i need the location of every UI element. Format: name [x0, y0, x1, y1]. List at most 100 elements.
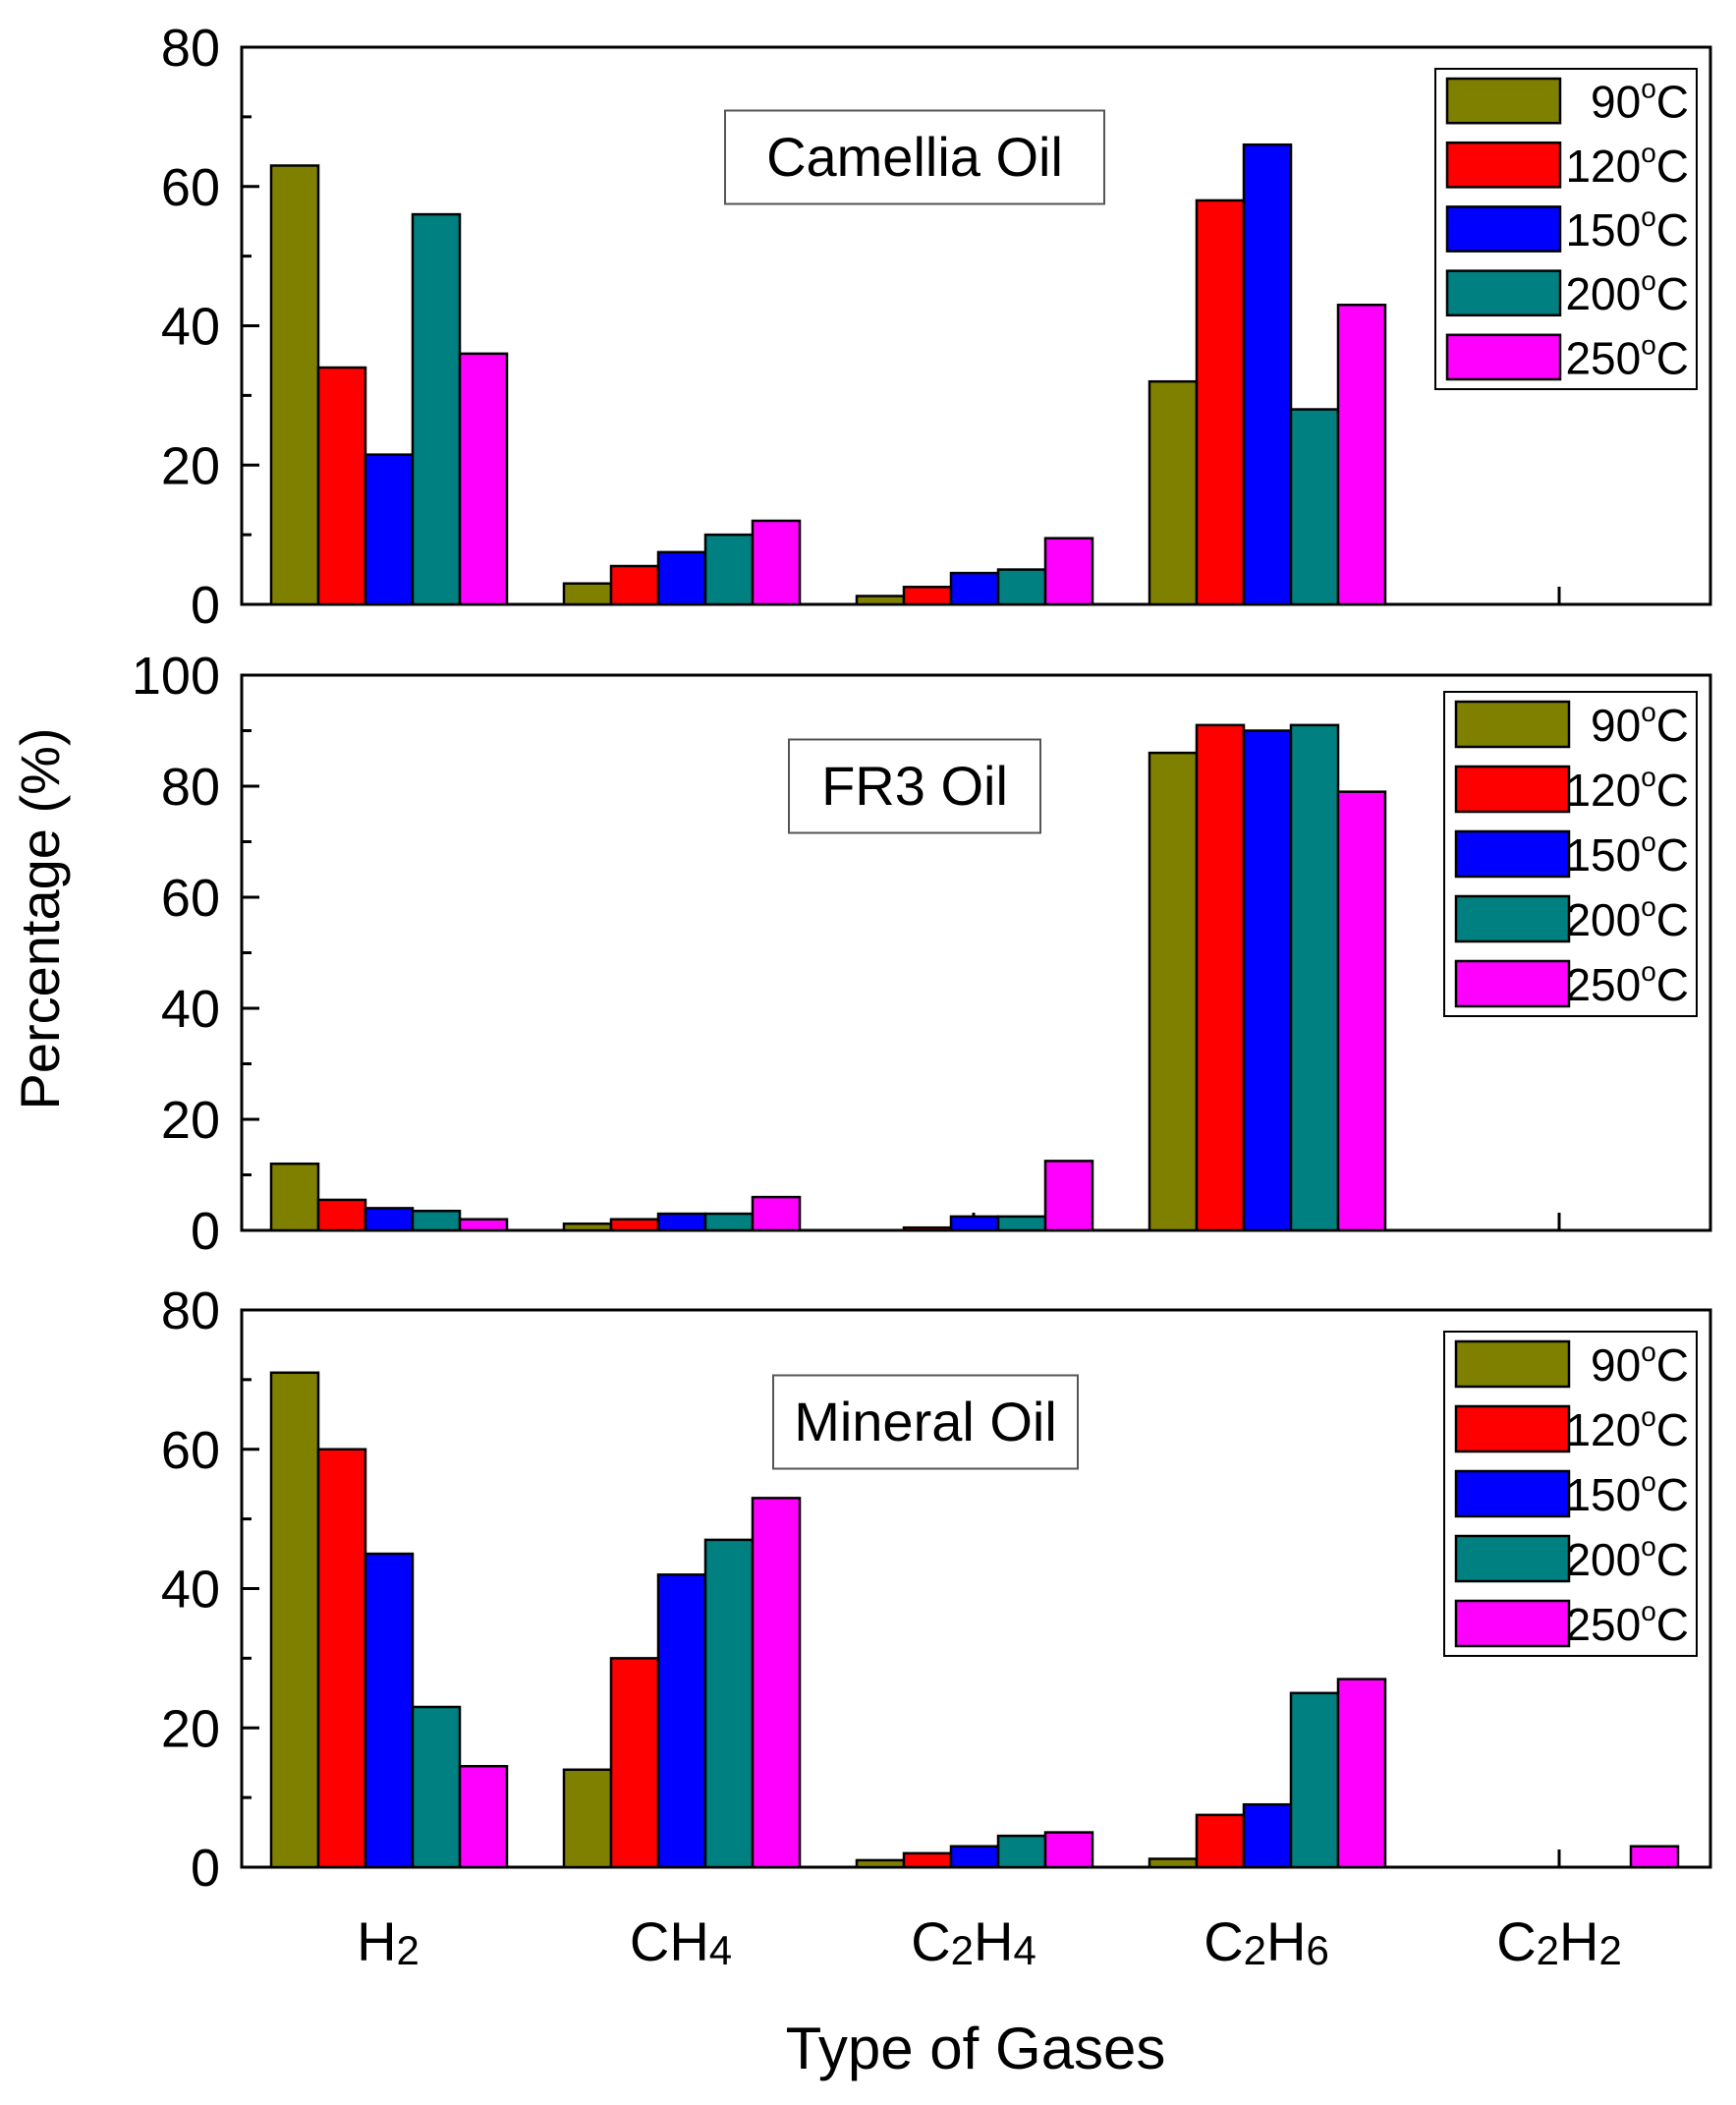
legend-label: 150oC: [1565, 1466, 1689, 1520]
y-tick-label: 100: [132, 647, 220, 706]
legend-swatch: [1454, 829, 1571, 879]
bar: [364, 1207, 415, 1232]
bar: [1336, 790, 1387, 1232]
bar: [996, 1215, 1047, 1232]
bar: [902, 586, 953, 606]
bar: [703, 533, 755, 606]
bar: [1629, 1845, 1680, 1869]
legend-swatch: [1445, 141, 1562, 189]
bar: [458, 352, 509, 606]
bar: [1289, 1691, 1340, 1869]
bar: [1289, 723, 1340, 1232]
bar: [1195, 199, 1246, 606]
legend-label: 120oC: [1565, 1401, 1689, 1455]
legend-label: 200oC: [1565, 1531, 1689, 1585]
x-tick-label: C2H2: [1496, 1910, 1622, 1973]
legend-label: 150oC: [1565, 201, 1689, 256]
bar: [949, 571, 1000, 606]
y-tick-label: 40: [161, 980, 220, 1039]
bar: [1195, 723, 1246, 1232]
legend-label: 90oC: [1591, 1337, 1689, 1391]
bar: [855, 1858, 906, 1869]
legend-swatch: [1445, 77, 1562, 125]
bar: [855, 595, 906, 606]
legend-label: 120oC: [1565, 762, 1689, 816]
legend-swatch: [1454, 700, 1571, 749]
legend-swatch: [1454, 1534, 1571, 1583]
y-tick-label: 40: [161, 298, 220, 357]
y-tick-label: 0: [191, 576, 220, 635]
y-tick-label: 80: [161, 1281, 220, 1340]
y-tick-label: 80: [161, 19, 220, 78]
bar: [751, 1497, 802, 1869]
legend: 90oC 120oC 150oC 200oC 250oC: [1443, 691, 1698, 1017]
legend-label: 250oC: [1565, 1596, 1689, 1650]
bar: [996, 568, 1047, 606]
panel-title: FR3 Oil: [821, 755, 1008, 817]
bar: [1289, 408, 1340, 606]
legend-label: 250oC: [1565, 956, 1689, 1010]
bar: [1242, 729, 1293, 1232]
bar: [411, 1705, 462, 1869]
bar: [656, 1573, 707, 1869]
legend-swatch: [1445, 205, 1562, 253]
bar: [411, 1209, 462, 1232]
legend: 90oC 120oC 150oC 200oC 250oC: [1434, 68, 1698, 390]
panels: 0 20 40 60 80 Camellia Oil 90oC 120oC 150oC 200oC…: [132, 19, 1712, 1898]
bar: [1148, 1857, 1199, 1869]
legend-swatch: [1445, 269, 1562, 317]
x-tick-label: H2: [357, 1910, 420, 1973]
panel-title: Mineral Oil: [794, 1391, 1057, 1452]
bar: [269, 164, 320, 606]
panel-title-frame: [724, 109, 1105, 205]
legend-label: 200oC: [1565, 265, 1689, 319]
legend-label: 120oC: [1565, 138, 1689, 192]
bar: [609, 1657, 660, 1869]
bar: [1043, 537, 1094, 606]
bar: [1043, 1160, 1094, 1232]
legend-label: 150oC: [1565, 826, 1689, 881]
bar: [703, 1212, 755, 1232]
bar: [316, 1198, 367, 1232]
bar: [949, 1215, 1000, 1232]
bar: [458, 1218, 509, 1232]
bar: [1148, 379, 1199, 606]
y-tick-label: 60: [161, 869, 220, 928]
bar: [562, 1768, 613, 1869]
bar: [411, 212, 462, 606]
legend-swatch: [1454, 1599, 1571, 1648]
legend-swatch: [1454, 765, 1571, 814]
bar: [1336, 303, 1387, 606]
bar: [996, 1834, 1047, 1869]
y-tick-label: 20: [161, 1699, 220, 1758]
bar: [1148, 751, 1199, 1232]
bar: [703, 1538, 755, 1869]
legend-swatch: [1445, 333, 1562, 381]
bar: [656, 1212, 707, 1232]
x-tick-label: C2H6: [1204, 1910, 1329, 1973]
y-tick-label: 0: [191, 1839, 220, 1898]
y-tick-label: 60: [161, 158, 220, 217]
legend-swatch: [1454, 959, 1571, 1008]
bar: [269, 1371, 320, 1869]
x-tick-label: C2H4: [911, 1910, 1036, 1973]
panel-2: 0 20 40 60 80 100 FR3 Oil 90oC 120oC 150oC 200oC 25…: [132, 647, 1712, 1261]
legend-label: 200oC: [1565, 891, 1689, 945]
legend-label: 90oC: [1591, 74, 1689, 128]
legend-swatch: [1454, 1404, 1571, 1453]
bar: [609, 1218, 660, 1232]
y-tick-label: 0: [191, 1202, 220, 1261]
bar: [751, 1195, 802, 1232]
legend: 90oC 120oC 150oC 200oC 250oC: [1443, 1331, 1698, 1657]
bar: [316, 366, 367, 606]
panel-title: Camellia Oil: [766, 126, 1063, 188]
bar: [316, 1448, 367, 1869]
y-tick-label: 40: [161, 1561, 220, 1620]
panel-title-frame: [788, 738, 1041, 834]
bar: [1195, 1813, 1246, 1869]
bar: [458, 1764, 509, 1869]
legend-label: 250oC: [1565, 329, 1689, 383]
bar: [949, 1845, 1000, 1869]
bar: [364, 453, 415, 606]
